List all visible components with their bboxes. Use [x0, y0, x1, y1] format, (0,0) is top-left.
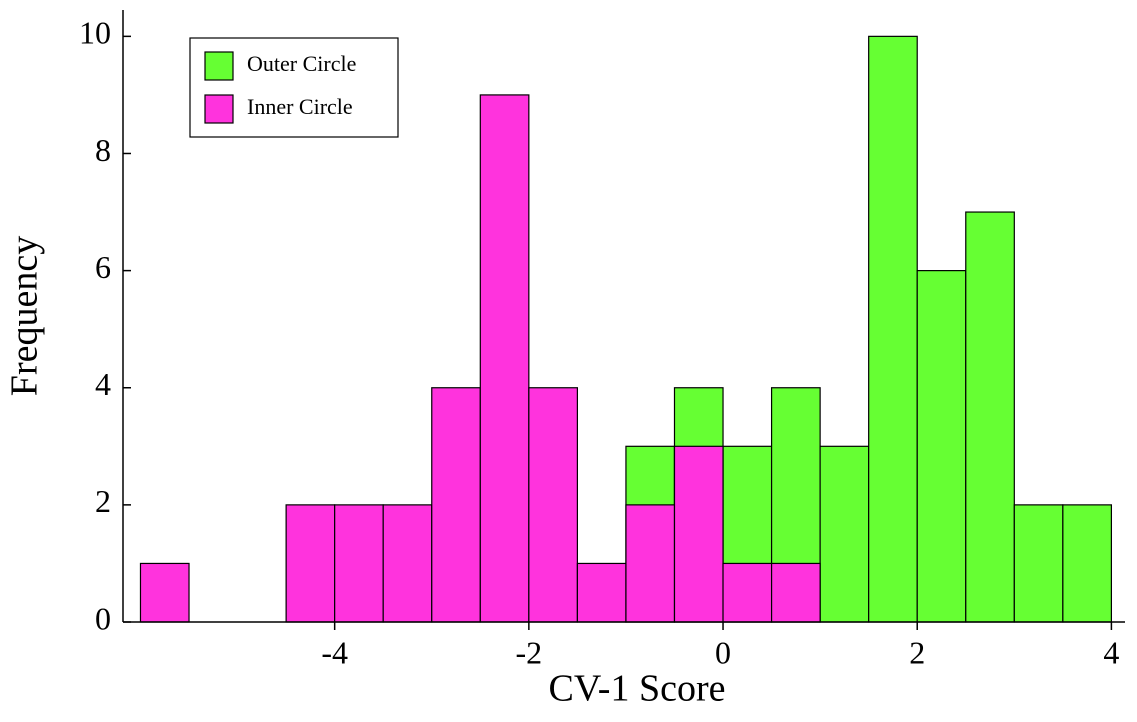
x-tick-label: 4 — [1103, 634, 1119, 670]
y-tick-label: 6 — [95, 249, 111, 285]
x-axis-label: CV-1 Score — [549, 668, 726, 710]
x-tick-label: 2 — [909, 634, 925, 670]
bar — [868, 35, 918, 623]
bar — [576, 562, 627, 623]
bar — [770, 562, 821, 623]
y-tick-label: 2 — [95, 483, 111, 519]
bar — [673, 445, 724, 623]
y-tick-label: 10 — [79, 15, 111, 51]
bar — [1062, 504, 1113, 623]
y-tick-label: 8 — [95, 132, 111, 168]
bar — [819, 445, 870, 623]
y-axis-label: Frequency — [4, 236, 46, 396]
legend-label: Outer Circle — [247, 51, 356, 76]
y-tick-label: 4 — [95, 366, 111, 402]
bar — [431, 387, 481, 623]
bar — [139, 562, 190, 623]
bar — [1013, 504, 1064, 623]
bar — [722, 562, 773, 623]
bar — [625, 504, 676, 623]
legend-swatch — [204, 51, 234, 81]
bar — [285, 504, 336, 623]
y-tick-label: 0 — [95, 600, 111, 636]
bar — [382, 504, 433, 623]
bar — [334, 504, 384, 623]
bar — [965, 211, 1015, 623]
bar — [479, 94, 530, 623]
legend-label: Inner Circle — [247, 94, 353, 119]
x-tick-label: -4 — [321, 634, 348, 670]
bar — [528, 387, 578, 623]
legend-swatch — [204, 94, 234, 124]
bar — [916, 270, 967, 623]
x-tick-label: -2 — [516, 634, 543, 670]
x-tick-label: 0 — [715, 634, 731, 670]
